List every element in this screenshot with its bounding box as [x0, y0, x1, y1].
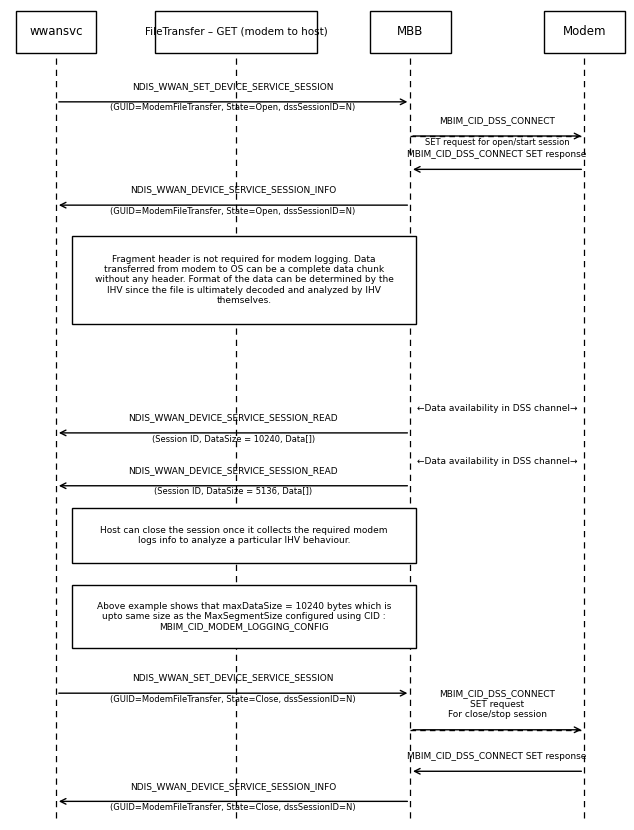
- Text: NDIS_WWAN_DEVICE_SERVICE_SESSION_INFO: NDIS_WWAN_DEVICE_SERVICE_SESSION_INFO: [130, 782, 336, 791]
- Text: ←Data availability in DSS channel→: ←Data availability in DSS channel→: [417, 457, 578, 466]
- Text: NDIS_WWAN_SET_DEVICE_SERVICE_SESSION: NDIS_WWAN_SET_DEVICE_SERVICE_SESSION: [133, 674, 334, 682]
- Text: Fragment header is not required for modem logging. Data
transferred from modem t: Fragment header is not required for mode…: [94, 255, 394, 305]
- Text: SET request for open/start session: SET request for open/start session: [425, 138, 569, 147]
- Text: NDIS_WWAN_SET_DEVICE_SERVICE_SESSION: NDIS_WWAN_SET_DEVICE_SERVICE_SESSION: [133, 82, 334, 91]
- Text: FileTransfer – GET (modem to host): FileTransfer – GET (modem to host): [145, 27, 328, 37]
- Text: Modem: Modem: [562, 26, 606, 38]
- FancyBboxPatch shape: [72, 508, 417, 563]
- Text: (Session ID, DataSize = 10240, Data[]): (Session ID, DataSize = 10240, Data[]): [152, 435, 314, 443]
- Text: (GUID=ModemFileTransfer, State=Open, dssSessionID=N): (GUID=ModemFileTransfer, State=Open, dss…: [110, 104, 356, 113]
- Text: NDIS_WWAN_DEVICE_SERVICE_SESSION_READ: NDIS_WWAN_DEVICE_SERVICE_SESSION_READ: [128, 413, 338, 422]
- Text: (GUID=ModemFileTransfer, State=Open, dssSessionID=N): (GUID=ModemFileTransfer, State=Open, dss…: [110, 207, 356, 216]
- Text: (Session ID, DataSize = 5136, Data[]): (Session ID, DataSize = 5136, Data[]): [154, 487, 312, 496]
- Text: MBB: MBB: [397, 26, 424, 38]
- FancyBboxPatch shape: [544, 11, 624, 53]
- Text: MBIM_CID_DSS_CONNECT: MBIM_CID_DSS_CONNECT: [439, 116, 555, 125]
- Text: MBIM_CID_DSS_CONNECT SET response: MBIM_CID_DSS_CONNECT SET response: [408, 752, 587, 760]
- Text: wwansvc: wwansvc: [29, 26, 83, 38]
- Text: ←Data availability in DSS channel→: ←Data availability in DSS channel→: [417, 404, 578, 413]
- FancyBboxPatch shape: [370, 11, 451, 53]
- FancyBboxPatch shape: [72, 585, 417, 648]
- Text: (GUID=ModemFileTransfer, State=Close, dssSessionID=N): (GUID=ModemFileTransfer, State=Close, ds…: [110, 803, 356, 812]
- Text: MBIM_CID_DSS_CONNECT
SET request
For close/stop session: MBIM_CID_DSS_CONNECT SET request For clo…: [439, 690, 555, 720]
- Text: Host can close the session once it collects the required modem
logs info to anal: Host can close the session once it colle…: [100, 525, 388, 545]
- Text: NDIS_WWAN_DEVICE_SERVICE_SESSION_INFO: NDIS_WWAN_DEVICE_SERVICE_SESSION_INFO: [130, 186, 336, 194]
- FancyBboxPatch shape: [16, 11, 96, 53]
- Text: MBIM_CID_DSS_CONNECT SET response: MBIM_CID_DSS_CONNECT SET response: [408, 149, 587, 159]
- FancyBboxPatch shape: [155, 11, 317, 53]
- Text: (GUID=ModemFileTransfer, State=Close, dssSessionID=N): (GUID=ModemFileTransfer, State=Close, ds…: [110, 695, 356, 704]
- Text: NDIS_WWAN_DEVICE_SERVICE_SESSION_READ: NDIS_WWAN_DEVICE_SERVICE_SESSION_READ: [128, 466, 338, 476]
- Text: Above example shows that maxDataSize = 10240 bytes which is
upto same size as th: Above example shows that maxDataSize = 1…: [97, 602, 391, 632]
- FancyBboxPatch shape: [72, 236, 417, 324]
